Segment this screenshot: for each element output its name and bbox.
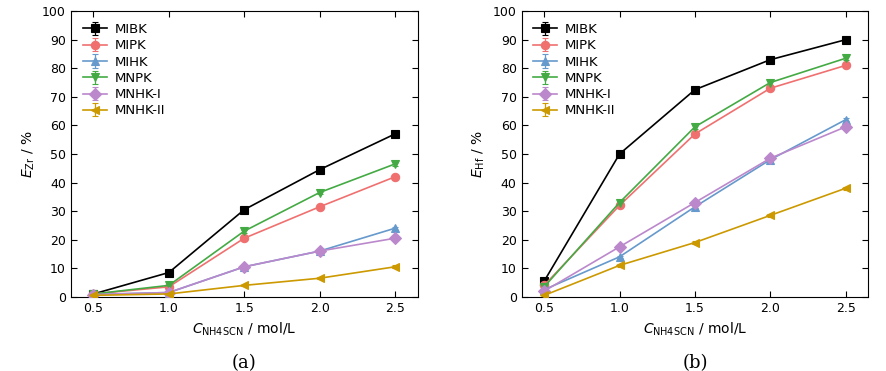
Legend: MIBK, MIPK, MIHK, MNPK, MNHK-I, MNHK-II: MIBK, MIPK, MIHK, MNPK, MNHK-I, MNHK-II bbox=[77, 18, 170, 123]
Y-axis label: $E_{\rm Hf}$ / %: $E_{\rm Hf}$ / % bbox=[470, 130, 487, 178]
X-axis label: $C_{\rm NH4SCN}$ / mol/L: $C_{\rm NH4SCN}$ / mol/L bbox=[192, 320, 297, 338]
X-axis label: $C_{\rm NH4SCN}$ / mol/L: $C_{\rm NH4SCN}$ / mol/L bbox=[642, 320, 747, 338]
Legend: MIBK, MIPK, MIHK, MNPK, MNHK-I, MNHK-II: MIBK, MIPK, MIHK, MNPK, MNHK-I, MNHK-II bbox=[528, 18, 621, 123]
Text: (b): (b) bbox=[682, 354, 708, 371]
Text: (a): (a) bbox=[232, 354, 257, 371]
Y-axis label: $E_{\rm Zr}$ / %: $E_{\rm Zr}$ / % bbox=[20, 130, 36, 178]
